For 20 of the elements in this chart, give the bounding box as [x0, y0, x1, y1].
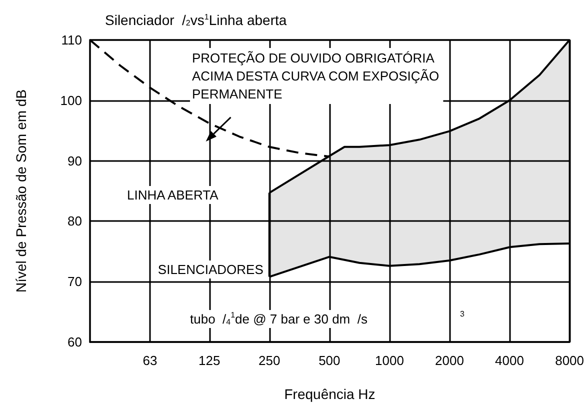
x-tick-label: 4000 — [495, 353, 524, 368]
x-tick-label: 500 — [318, 353, 340, 368]
y-tick-label: 80 — [68, 214, 82, 229]
y-tick-label: 90 — [68, 153, 82, 168]
annotation: PROTEÇÃO DE OUVIDO OBRIGATÓRIA ACIMA DESTA CURVA COM EXPOSIÇÃO PERMANENTE — [192, 50, 440, 102]
y-tick-label: 100 — [60, 92, 82, 108]
x-tick-label: 125 — [198, 353, 220, 368]
x-axis-title: Frequência Hz — [284, 386, 376, 402]
x-tick-label: 8000 — [555, 353, 584, 368]
annotation: 3 — [460, 310, 465, 318]
y-tick-label: 60 — [68, 334, 82, 350]
x-tick-label: 63 — [142, 353, 158, 368]
y-tick-label: 70 — [68, 274, 82, 290]
annotation: SILENCIADORES — [158, 262, 264, 278]
x-tick-label: 1000 — [374, 353, 404, 368]
y-axis-title: Nível de Pressão de Som em dB — [13, 89, 29, 293]
x-tick-label: 2000 — [435, 353, 464, 368]
x-tick-label: 250 — [258, 353, 280, 368]
y-tick-label: 110 — [61, 32, 82, 48]
annotation: LINHA ABERTA — [127, 188, 219, 202]
